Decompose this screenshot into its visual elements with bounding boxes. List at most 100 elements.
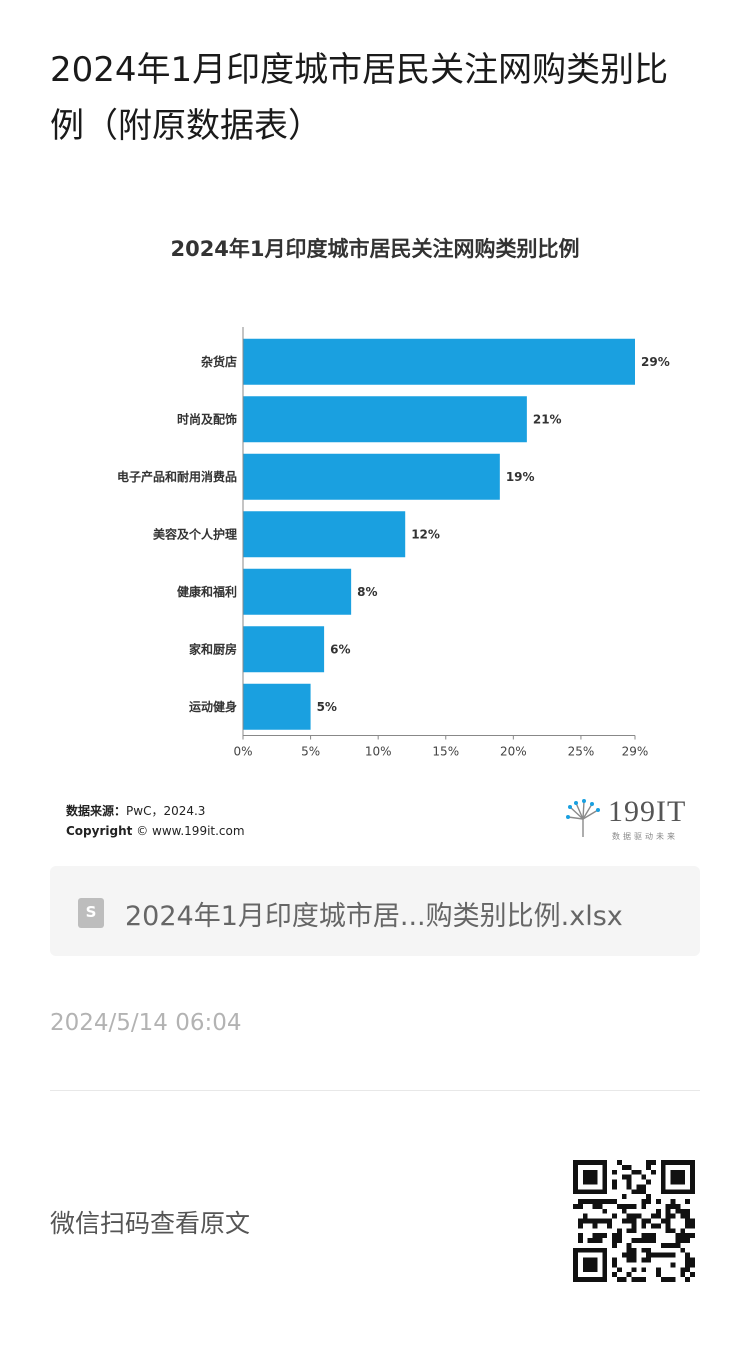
qr-module [690,1272,695,1278]
qr-module [646,1247,652,1253]
qr-module [680,1247,686,1253]
qr-module [636,1169,642,1175]
qr-module [690,1223,695,1229]
logo-subtext: 数据驱动未来 [612,832,678,841]
qr-module [655,1252,661,1258]
qr-finder [602,1247,608,1282]
source-label: 数据来源： [66,804,127,818]
qr-module [612,1184,617,1190]
qr-module [641,1257,647,1263]
qr-module [631,1252,637,1258]
x-tick-label: 5% [301,745,320,759]
qr-module [631,1277,637,1282]
qr-module [675,1208,681,1214]
value-label: 29% [641,355,670,369]
qr-module [665,1223,671,1229]
qr-code-icon[interactable] [573,1160,695,1282]
qr-module [641,1247,647,1253]
qr-module [680,1233,686,1239]
qr-module [690,1218,695,1224]
qr-module [616,1203,622,1209]
logo-text: 199IT [608,795,687,828]
qr-module [573,1203,578,1209]
qr-module [587,1238,593,1243]
qr-module [651,1238,656,1243]
qr-module [612,1179,617,1185]
qr-module [592,1238,598,1243]
qr-module [685,1252,691,1258]
qr-module [602,1218,608,1224]
copyright-value: © www.199it.com [136,824,245,838]
qr-module [670,1252,676,1258]
x-tick-label: 15% [432,745,459,759]
qr-module [631,1247,637,1253]
qr-module [577,1218,583,1224]
chart-image[interactable]: 2024年1月印度城市居民关注网购类别比例 杂货店 29% 时尚及配饰 21% 电子产品… [50,205,700,855]
qr-module [626,1213,632,1219]
qr-module [592,1233,598,1239]
qr-module [680,1213,686,1219]
x-tick-label: 0% [233,745,252,759]
qr-module [592,1203,598,1209]
qr-finder [573,1160,578,1195]
qr-module [660,1252,666,1258]
qr-module [621,1174,627,1180]
qr-module [655,1267,661,1273]
qr-module [631,1213,637,1219]
qr-module [660,1242,666,1248]
qr-module [641,1218,647,1224]
category-label: 运动健身 [189,699,237,714]
qr-module [597,1199,603,1204]
qr-module [680,1238,686,1243]
attachment-card[interactable]: S 2024年1月印度城市居...购类别比例.xlsx [50,866,700,956]
qr-module [582,1218,588,1224]
qr-module [626,1179,632,1185]
qr-module [655,1223,661,1229]
qr-module [641,1199,647,1204]
qr-module [655,1272,661,1278]
qr-module [665,1208,671,1214]
qr-module [641,1238,647,1243]
category-label: 家和厨房 [189,641,237,656]
source-note: 数据来源：PwC，2024.3 Copyright © www.199it.co… [66,801,245,841]
qr-module [626,1218,632,1224]
category-label: 时尚及配饰 [177,411,237,426]
qr-module [582,1213,588,1219]
qr-module [675,1203,681,1209]
qr-module [621,1277,627,1282]
qr-module [626,1252,632,1258]
chart-title: 2024年1月印度城市居民关注网购类别比例 [170,237,580,261]
qr-module [612,1272,617,1278]
199it-logo: 199IT 数据驱动未来 [560,795,700,845]
qr-module [607,1218,613,1224]
qr-module [651,1233,656,1239]
x-tick-label: 29% [622,745,649,759]
qr-module [651,1169,656,1175]
qr-module [577,1238,583,1243]
qr-finder [660,1189,695,1195]
qr-module [646,1257,652,1263]
qr-module [626,1174,632,1180]
qr-module [607,1223,613,1229]
qr-module [626,1272,632,1278]
qr-module [646,1179,652,1185]
qr-finder [582,1257,598,1273]
qr-module [655,1199,661,1204]
publish-timestamp: 2024/5/14 06:04 [50,1010,242,1036]
qr-module [646,1199,652,1204]
qr-module [631,1238,637,1243]
attachment-file-name[interactable]: 2024年1月印度城市居...购类别比例.xlsx [125,901,623,932]
qr-module [577,1199,583,1204]
qr-module [665,1252,671,1258]
qr-module [680,1267,686,1273]
qr-module [616,1267,622,1273]
qr-module [670,1199,676,1204]
value-label: 8% [357,585,377,599]
x-tick-label: 10% [365,745,392,759]
qr-module [631,1267,637,1273]
qr-module [597,1218,603,1224]
qr-module [607,1199,613,1204]
qr-module [685,1267,691,1273]
qr-module [641,1277,647,1282]
qr-module [675,1233,681,1239]
